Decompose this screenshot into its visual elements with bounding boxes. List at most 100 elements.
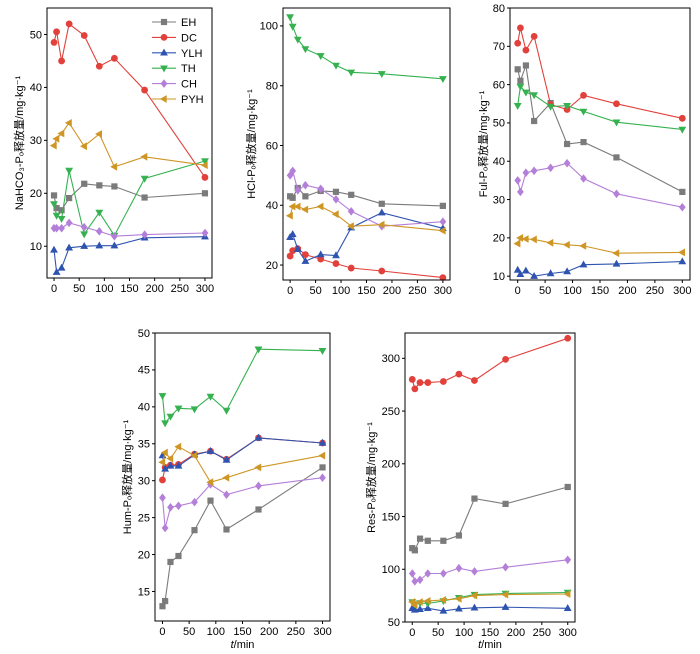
legend: EH DC YLH TH CH PYH <box>152 17 204 106</box>
point-eh-2 <box>416 535 424 542</box>
y-tick-label: 50 <box>388 617 400 629</box>
point-th-8 <box>201 158 209 166</box>
x-axis-label-symbol: t <box>478 639 482 651</box>
point-ylh-2 <box>293 244 302 252</box>
series-line-pyh <box>517 237 683 254</box>
x-tick-label: 200 <box>618 285 636 297</box>
point-th-0 <box>158 393 167 401</box>
point-ch-4 <box>191 497 198 507</box>
x-tick-label: 100 <box>332 285 350 297</box>
plot-frame <box>154 332 331 622</box>
series-pyh <box>513 233 686 258</box>
point-dc-7 <box>141 86 148 94</box>
legend-marker <box>160 48 168 56</box>
point-dc-7 <box>502 355 509 363</box>
point-dc-1 <box>517 24 524 32</box>
series-line-ch <box>54 222 206 237</box>
point-ch-2 <box>416 575 424 585</box>
series-line-dc <box>411 337 568 391</box>
series-dc <box>50 20 209 181</box>
point-pyh-4 <box>190 451 198 460</box>
point-th-5 <box>332 62 340 70</box>
point-th-4 <box>190 406 199 414</box>
point-eh-7 <box>141 194 148 201</box>
legend-item-pyh: PYH <box>152 94 204 106</box>
point-dc-1 <box>53 28 60 36</box>
point-dc-2 <box>416 379 424 386</box>
point-pyh-6 <box>579 241 587 250</box>
x-tick-label: 100 <box>95 283 113 295</box>
series-line-pyh <box>161 445 323 483</box>
point-pyh-3 <box>174 442 182 451</box>
point-ylh-3 <box>301 256 310 264</box>
legend-label: PYH <box>181 94 204 106</box>
point-ylh-8 <box>563 604 572 612</box>
series-line-pyh <box>411 593 568 606</box>
point-th-8 <box>318 347 327 355</box>
point-th-5 <box>563 103 572 110</box>
point-dc-3 <box>424 379 432 386</box>
point-ch-8 <box>564 555 572 565</box>
y-tick-label: 50 <box>30 29 42 41</box>
point-pyh-1 <box>516 233 524 242</box>
y-tick-label: 45 <box>138 365 150 377</box>
series-line-ch <box>161 477 323 529</box>
x-tick-label: 0 <box>409 627 415 639</box>
point-ylh-2 <box>57 263 66 271</box>
series-th <box>286 14 447 84</box>
point-eh-0 <box>50 192 58 199</box>
point-ch-7 <box>141 230 148 239</box>
plot-frame <box>46 7 213 279</box>
series-th <box>513 83 687 134</box>
x-tick-label: 0 <box>287 285 293 297</box>
point-pyh-4 <box>79 142 87 151</box>
point-th-7 <box>377 71 386 79</box>
x-tick-label: 50 <box>539 285 551 297</box>
point-dc-1 <box>411 385 419 393</box>
point-ylh-1 <box>410 605 419 613</box>
series-eh <box>50 180 209 214</box>
point-eh-0 <box>514 66 521 73</box>
legend-marker <box>160 65 168 73</box>
point-dc-7 <box>613 100 620 108</box>
point-eh-1 <box>411 547 418 554</box>
point-pyh-0 <box>158 458 166 467</box>
point-th-6 <box>347 69 356 77</box>
y-tick-label: 10 <box>30 241 42 253</box>
series-line-ylh <box>289 212 444 262</box>
point-th-3 <box>174 405 183 413</box>
series-ch <box>408 555 572 586</box>
x-tick-label: 300 <box>559 627 577 639</box>
legend-label: CH <box>181 79 197 91</box>
x-tick-label: 300 <box>673 285 691 297</box>
series-pyh <box>408 590 571 610</box>
y-tick-label: 40 <box>138 402 150 414</box>
point-pyh-2 <box>521 235 529 243</box>
series-line-th <box>161 348 323 425</box>
point-ch-6 <box>111 231 118 241</box>
point-eh-8 <box>319 464 326 471</box>
point-pyh-3 <box>423 596 431 605</box>
point-dc-0 <box>286 252 294 260</box>
point-pyh-5 <box>562 240 570 249</box>
point-ylh-4 <box>316 250 325 258</box>
panel-hcl-po: 20 40 60 80 100 0 50 100 150 200 250 300 HCl-Pₒ释放量/m… <box>244 7 452 297</box>
point-eh-5 <box>96 182 103 189</box>
point-ylh-4 <box>80 241 89 249</box>
point-th-8 <box>438 76 447 84</box>
point-eh-5 <box>455 532 463 539</box>
point-pyh-2 <box>57 129 65 138</box>
point-eh-7 <box>613 154 620 161</box>
series-line-ylh <box>53 236 206 274</box>
point-pyh-7 <box>254 463 262 472</box>
point-ylh-5 <box>95 241 104 249</box>
y-axis-label: Ful-Pₒ释放量/mg·kg⁻¹ <box>476 90 490 197</box>
series-dc <box>159 434 326 484</box>
point-th-2 <box>166 413 175 421</box>
x-tick-label: 250 <box>408 285 426 297</box>
point-th-6 <box>222 407 231 415</box>
x-tick-label: 300 <box>313 626 331 638</box>
x-tick-label: 300 <box>196 283 214 295</box>
point-ylh-5 <box>563 267 572 275</box>
panel-nahco3-po: 10 20 30 40 50 0 50 100 150 200 250 300 NaHCO₃-Pₒ释放量… <box>12 7 214 295</box>
